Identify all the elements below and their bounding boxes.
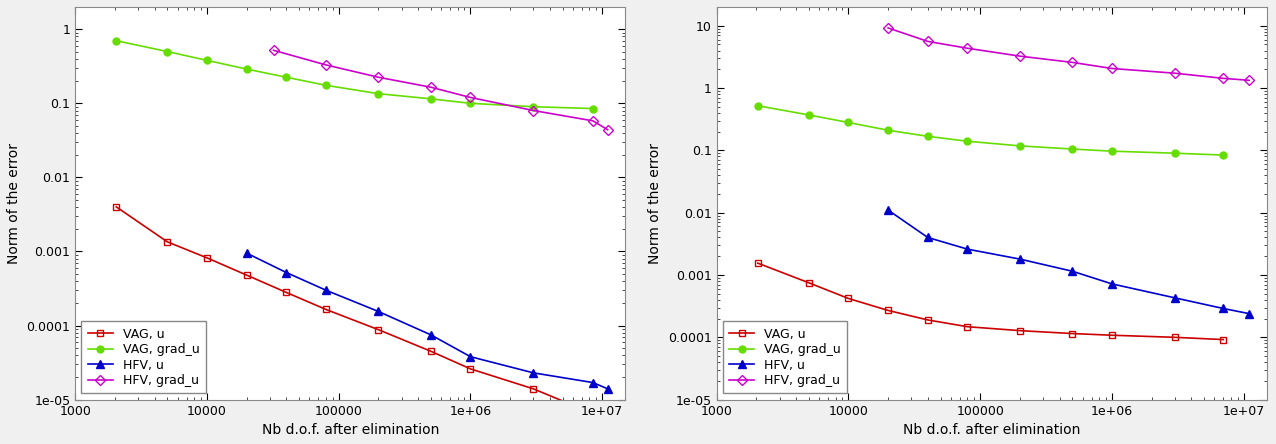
VAG, grad_u [278, 75, 293, 80]
HFV, grad_u [1168, 71, 1183, 76]
VAG, grad_u [239, 67, 254, 72]
VAG, u [920, 317, 935, 323]
VAG, grad_u [526, 104, 541, 109]
VAG, u [750, 261, 766, 266]
VAG, u [424, 349, 439, 354]
VAG, grad_u [750, 103, 766, 108]
VAG, grad_u [960, 139, 975, 144]
HFV, u [239, 250, 254, 256]
VAG, u [586, 411, 601, 416]
Line: VAG, grad_u: VAG, grad_u [112, 37, 596, 112]
Legend: VAG, u, VAG, grad_u, HFV, u, HFV, grad_u: VAG, u, VAG, grad_u, HFV, u, HFV, grad_u [723, 321, 847, 393]
HFV, grad_u [526, 108, 541, 113]
HFV, u [1168, 295, 1183, 301]
Legend: VAG, u, VAG, grad_u, HFV, u, HFV, grad_u: VAG, u, VAG, grad_u, HFV, u, HFV, grad_u [82, 321, 205, 393]
HFV, u [586, 380, 601, 385]
Line: HFV, grad_u: HFV, grad_u [271, 47, 611, 133]
HFV, grad_u [1012, 53, 1027, 59]
HFV, grad_u [371, 75, 387, 80]
VAG, grad_u [463, 101, 478, 106]
HFV, u [318, 288, 333, 293]
VAG, u [841, 296, 856, 301]
VAG, grad_u [1216, 152, 1231, 158]
VAG, grad_u [1064, 147, 1079, 152]
VAG, grad_u [199, 58, 214, 63]
HFV, grad_u [960, 46, 975, 51]
HFV, u [526, 370, 541, 376]
HFV, grad_u [318, 62, 333, 67]
VAG, u [239, 273, 254, 278]
HFV, grad_u [1104, 66, 1119, 71]
VAG, u [108, 204, 124, 210]
VAG, u [278, 290, 293, 295]
VAG, u [463, 366, 478, 372]
VAG, u [801, 280, 817, 285]
HFV, grad_u [265, 48, 281, 53]
VAG, grad_u [920, 134, 935, 139]
VAG, u [1216, 337, 1231, 342]
Line: VAG, grad_u: VAG, grad_u [754, 102, 1226, 159]
VAG, u [526, 386, 541, 392]
VAG, grad_u [841, 120, 856, 125]
VAG, u [371, 327, 387, 333]
VAG, grad_u [1104, 148, 1119, 154]
Line: HFV, u: HFV, u [884, 206, 1253, 318]
VAG, grad_u [586, 106, 601, 111]
VAG, u [1064, 331, 1079, 336]
HFV, u [463, 354, 478, 359]
X-axis label: Nb d.o.f. after elimination: Nb d.o.f. after elimination [262, 423, 439, 437]
HFV, u [1012, 257, 1027, 262]
HFV, u [1104, 281, 1119, 286]
Line: HFV, grad_u: HFV, grad_u [884, 24, 1253, 84]
VAG, u [880, 308, 896, 313]
VAG, u [1012, 328, 1027, 333]
HFV, grad_u [600, 127, 615, 132]
HFV, u [920, 235, 935, 240]
HFV, grad_u [463, 95, 478, 100]
Y-axis label: Norm of the error: Norm of the error [648, 143, 662, 264]
HFV, grad_u [920, 39, 935, 44]
HFV, u [1064, 269, 1079, 274]
VAG, grad_u [880, 127, 896, 133]
VAG, grad_u [1168, 151, 1183, 156]
Line: HFV, u: HFV, u [242, 249, 611, 393]
VAG, u [199, 255, 214, 261]
HFV, u [960, 246, 975, 252]
VAG, grad_u [160, 49, 175, 54]
HFV, grad_u [1216, 75, 1231, 81]
VAG, grad_u [1012, 143, 1027, 149]
HFV, grad_u [880, 25, 896, 31]
VAG, u [1168, 335, 1183, 340]
VAG, u [160, 239, 175, 245]
HFV, u [600, 386, 615, 392]
HFV, grad_u [586, 118, 601, 123]
HFV, u [278, 270, 293, 275]
VAG, grad_u [801, 112, 817, 118]
HFV, grad_u [1242, 78, 1257, 83]
VAG, grad_u [371, 91, 387, 96]
HFV, u [371, 309, 387, 314]
HFV, grad_u [424, 84, 439, 90]
HFV, u [424, 332, 439, 337]
HFV, u [880, 207, 896, 213]
VAG, u [1104, 333, 1119, 338]
VAG, u [318, 307, 333, 312]
VAG, grad_u [108, 38, 124, 44]
Line: VAG, u: VAG, u [112, 203, 596, 417]
Y-axis label: Norm of the error: Norm of the error [6, 143, 20, 264]
VAG, grad_u [424, 96, 439, 102]
VAG, u [960, 324, 975, 329]
HFV, u [1242, 311, 1257, 316]
X-axis label: Nb d.o.f. after elimination: Nb d.o.f. after elimination [903, 423, 1081, 437]
Line: VAG, u: VAG, u [754, 260, 1226, 343]
HFV, grad_u [1064, 59, 1079, 65]
HFV, u [1216, 306, 1231, 311]
VAG, grad_u [318, 83, 333, 88]
